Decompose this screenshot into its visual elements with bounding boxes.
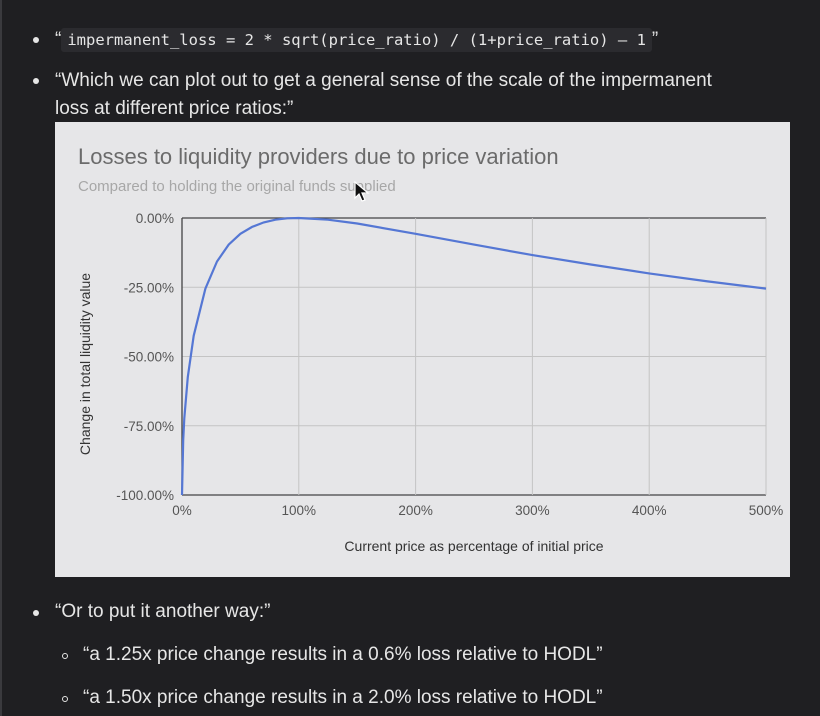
y-axis-label: Change in total liquidity value	[77, 273, 93, 455]
y-tick-label: -75.00%	[124, 419, 174, 434]
close-quote: ”	[651, 29, 659, 50]
chart-plot-area: 0.00% -25.00% -50.00% -75.00% -100.00%0% 100%…	[77, 211, 784, 554]
another-way-item: “Or to put it another way:”	[55, 601, 271, 622]
x-tick-label: 400%	[632, 503, 667, 518]
x-tick-label: 0%	[172, 503, 192, 518]
x-tick-label: 200%	[398, 503, 433, 518]
x-tick-label: 100%	[282, 503, 317, 518]
bullet-dot	[33, 78, 39, 84]
chart-title: Losses to liquidity providers due to pri…	[78, 144, 559, 169]
sub-bullet-ring	[62, 653, 68, 659]
x-axis-label: Current price as percentage of initial p…	[344, 538, 603, 554]
bullet-dot	[33, 37, 39, 43]
formula-item: “impermanent_loss = 2 * sqrt(price_ratio…	[55, 26, 658, 54]
open-quote: “	[55, 29, 62, 50]
series-line	[180, 216, 767, 496]
bullet-dot	[33, 610, 39, 616]
x-tick-label: 500%	[749, 503, 784, 518]
formula-code: impermanent_loss = 2 * sqrt(price_ratio)…	[61, 28, 652, 52]
sub-item-2: “a 1.50x price change results in a 2.0% …	[83, 687, 603, 708]
sub-item-1: “a 1.25x price change results in a 0.6% …	[83, 644, 603, 665]
y-tick-label: -100.00%	[116, 488, 174, 503]
x-tick-label: 300%	[515, 503, 550, 518]
chart-subtitle: Compared to holding the original funds s…	[78, 178, 396, 195]
y-tick-label: -25.00%	[124, 280, 174, 295]
plot-intro-line2: loss at different price ratios:”	[55, 98, 294, 119]
plot-intro-line1: “Which we can plot out to get a general …	[55, 70, 712, 91]
sub-bullet-ring	[62, 696, 68, 702]
y-tick-label: 0.00%	[136, 211, 174, 226]
mouse-cursor-icon	[354, 181, 370, 202]
impermanent-loss-chart: Losses to liquidity providers due to pri…	[55, 122, 790, 577]
y-tick-label: -50.00%	[124, 350, 174, 365]
